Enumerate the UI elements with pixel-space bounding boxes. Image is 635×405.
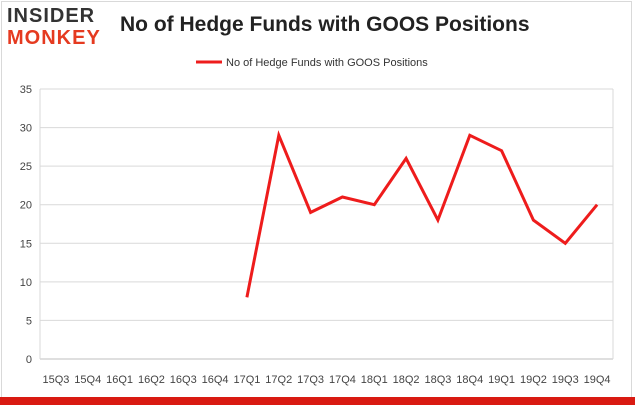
x-tick-label: 19Q1 xyxy=(488,374,515,386)
y-tick-label: 30 xyxy=(20,123,32,135)
x-tick-label: 16Q4 xyxy=(202,374,229,386)
logo-word-top: INSIDER xyxy=(7,5,96,27)
x-tick-label: 17Q1 xyxy=(233,374,260,386)
x-tick-label: 16Q1 xyxy=(106,374,133,386)
insider-monkey-logo: INSIDER MONKEY xyxy=(7,5,115,51)
x-tick-label: 18Q1 xyxy=(361,374,388,386)
x-tick-label: 16Q2 xyxy=(138,374,165,386)
axes xyxy=(39,89,614,360)
x-tick-label: 19Q4 xyxy=(584,374,611,386)
x-tick-label: 17Q2 xyxy=(265,374,292,386)
y-tick-label: 5 xyxy=(26,315,32,327)
x-tick-label: 18Q3 xyxy=(424,374,451,386)
y-tick-label: 15 xyxy=(20,238,32,250)
x-tick-label: 19Q3 xyxy=(552,374,579,386)
x-tick-label: 15Q4 xyxy=(74,374,101,386)
y-tick-label: 25 xyxy=(20,161,32,173)
chart-title: No of Hedge Funds with GOOS Positions xyxy=(120,13,530,36)
x-tick-label: 19Q2 xyxy=(520,374,547,386)
x-tick-labels: 15Q3 15Q4 16Q1 16Q2 16Q3 16Q4 17Q1 17Q2 17Q3 17Q4… xyxy=(42,374,610,386)
logo-word-bottom: MONKEY xyxy=(7,27,101,49)
x-tick-label: 15Q3 xyxy=(42,374,69,386)
y-tick-label: 0 xyxy=(26,354,32,366)
legend-label: No of Hedge Funds with GOOS Positions xyxy=(226,57,428,69)
x-tick-label: 18Q2 xyxy=(393,374,420,386)
series-line xyxy=(245,130,599,298)
x-tick-label: 17Q3 xyxy=(297,374,324,386)
y-tick-label: 20 xyxy=(20,200,32,212)
x-tick-label: 16Q3 xyxy=(170,374,197,386)
y-tick-label: 10 xyxy=(20,277,32,289)
bottom-accent-bar xyxy=(0,397,635,405)
x-tick-label: 18Q4 xyxy=(456,374,483,386)
y-tick-labels: 0 5 10 15 20 25 30 35 xyxy=(20,84,32,366)
legend: No of Hedge Funds with GOOS Positions xyxy=(196,57,428,69)
y-tick-label: 35 xyxy=(20,84,32,96)
series-lines xyxy=(245,130,599,298)
x-tick-label: 17Q4 xyxy=(329,374,356,386)
